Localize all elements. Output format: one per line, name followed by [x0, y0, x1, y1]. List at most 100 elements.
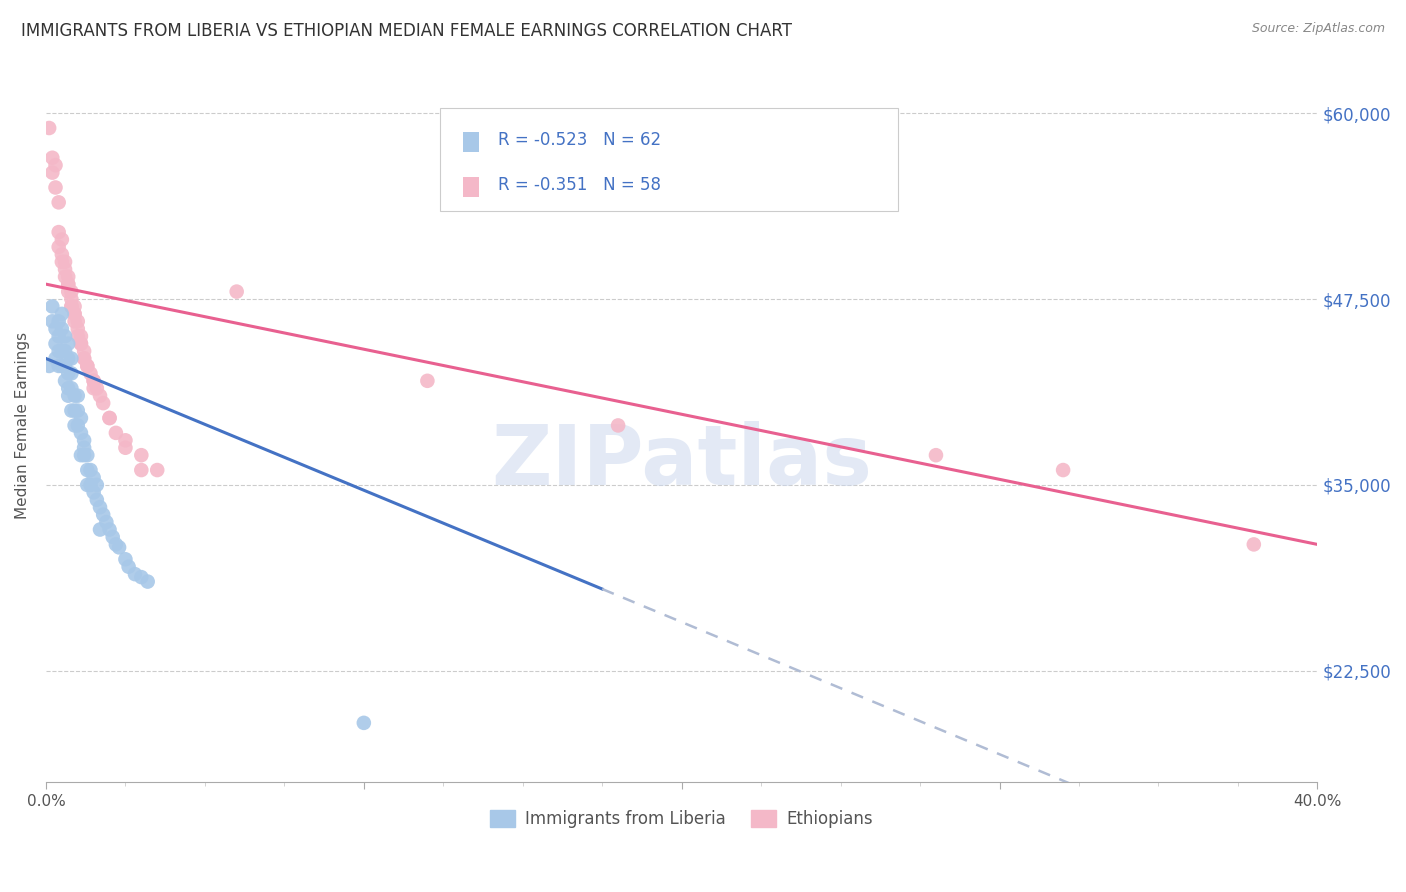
Point — [51, 255, 73, 269]
Text: IMMIGRANTS FROM LIBERIA VS ETHIOPIAN MEDIAN FEMALE EARNINGS CORRELATION CHART: IMMIGRANTS FROM LIBERIA VS ETHIOPIAN MED… — [21, 22, 792, 40]
Point — [89, 523, 111, 537]
Point — [60, 292, 83, 306]
Point — [70, 329, 93, 343]
Point — [38, 121, 60, 136]
Point — [76, 463, 98, 477]
Point — [146, 463, 169, 477]
Point — [63, 307, 86, 321]
Point — [63, 389, 86, 403]
Point — [51, 359, 73, 373]
Point — [73, 344, 96, 359]
Point — [83, 381, 105, 395]
Point — [73, 351, 96, 366]
Point — [48, 225, 70, 239]
Point — [66, 403, 89, 417]
Point — [70, 425, 93, 440]
Point — [83, 470, 105, 484]
Point — [136, 574, 159, 589]
Point — [51, 307, 73, 321]
Point — [114, 434, 136, 448]
Point — [73, 441, 96, 455]
Point — [1052, 463, 1074, 477]
Point — [79, 367, 101, 381]
Point — [58, 336, 80, 351]
Point — [79, 478, 101, 492]
Point — [48, 195, 70, 210]
Point — [41, 151, 63, 165]
Point — [76, 478, 98, 492]
Point — [63, 403, 86, 417]
Point — [58, 381, 80, 395]
Point — [44, 180, 66, 194]
Point — [41, 314, 63, 328]
Point — [76, 448, 98, 462]
Point — [63, 300, 86, 314]
Point — [53, 359, 76, 373]
Point — [108, 541, 131, 555]
Point — [66, 329, 89, 343]
Point — [44, 336, 66, 351]
Point — [70, 448, 93, 462]
Point — [44, 322, 66, 336]
Point — [91, 508, 114, 522]
Point — [53, 269, 76, 284]
Point — [41, 300, 63, 314]
Point — [41, 166, 63, 180]
Point — [63, 314, 86, 328]
Point — [58, 277, 80, 292]
Point — [117, 559, 139, 574]
Point — [86, 492, 108, 507]
Point — [91, 396, 114, 410]
Point — [48, 240, 70, 254]
Point — [60, 300, 83, 314]
Point — [70, 336, 93, 351]
Point — [114, 441, 136, 455]
Point — [114, 552, 136, 566]
Point — [60, 367, 83, 381]
Y-axis label: Median Female Earnings: Median Female Earnings — [15, 332, 30, 519]
Point — [60, 403, 83, 417]
Point — [76, 359, 98, 373]
Point — [58, 389, 80, 403]
Point — [79, 463, 101, 477]
Point — [353, 715, 375, 730]
Point — [66, 389, 89, 403]
Text: ZIPatlas: ZIPatlas — [491, 421, 872, 501]
Text: R = -0.523   N = 62: R = -0.523 N = 62 — [498, 131, 661, 149]
Point — [63, 307, 86, 321]
Point — [48, 359, 70, 373]
Point — [70, 411, 93, 425]
Point — [76, 359, 98, 373]
Point — [98, 411, 121, 425]
Point — [48, 344, 70, 359]
Point — [53, 344, 76, 359]
Point — [60, 300, 83, 314]
Point — [131, 570, 153, 584]
Point — [225, 285, 247, 299]
Legend: Immigrants from Liberia, Ethiopians: Immigrants from Liberia, Ethiopians — [484, 803, 880, 835]
Point — [53, 374, 76, 388]
Text: R = -0.351   N = 58: R = -0.351 N = 58 — [498, 176, 661, 194]
Point — [58, 277, 80, 292]
Point — [53, 262, 76, 277]
Point — [98, 523, 121, 537]
Point — [58, 351, 80, 366]
Point — [607, 418, 630, 433]
Point — [73, 448, 96, 462]
FancyBboxPatch shape — [463, 177, 479, 197]
Point — [925, 448, 948, 462]
FancyBboxPatch shape — [440, 108, 898, 211]
Point — [89, 389, 111, 403]
Point — [44, 158, 66, 172]
Point — [124, 567, 146, 582]
Point — [60, 351, 83, 366]
Point — [96, 515, 118, 529]
Point — [44, 351, 66, 366]
Point — [48, 329, 70, 343]
Point — [53, 329, 76, 343]
Point — [48, 314, 70, 328]
Point — [51, 233, 73, 247]
Point — [53, 255, 76, 269]
Point — [58, 367, 80, 381]
Point — [38, 359, 60, 373]
